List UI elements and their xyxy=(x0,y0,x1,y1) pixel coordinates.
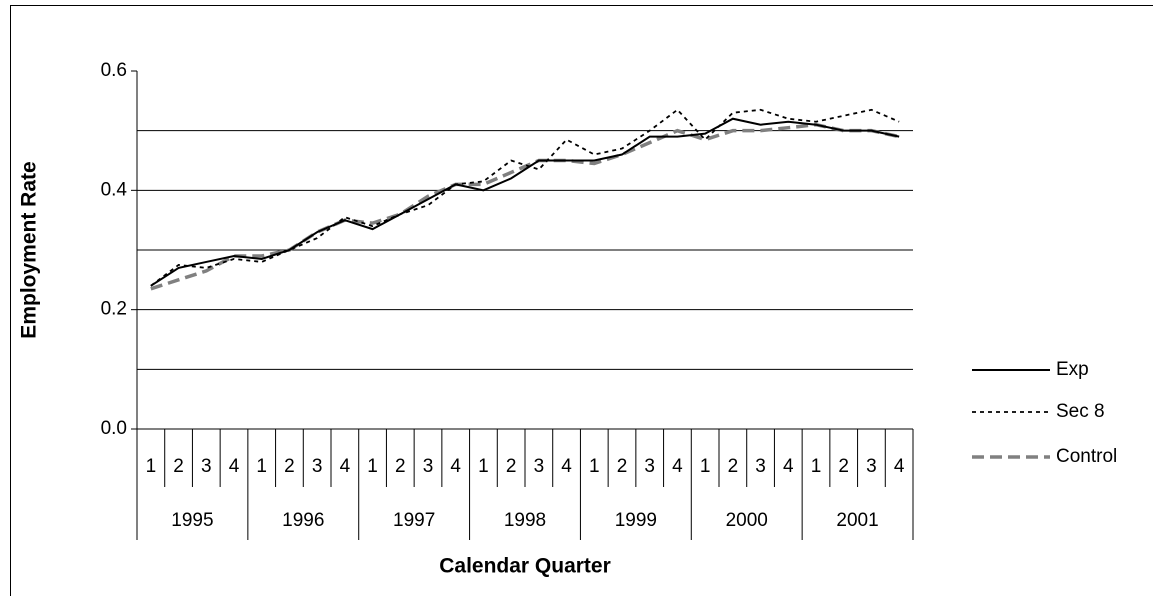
x-tick-label: 2 xyxy=(838,456,849,477)
x-tick-label: 2 xyxy=(395,456,406,477)
x-tick-label: 3 xyxy=(866,456,877,477)
y-tick-label: 0.4 xyxy=(101,179,128,200)
x-tick-label: 2 xyxy=(728,456,739,477)
x-tick-label: 3 xyxy=(312,456,323,477)
x-group-label: 1999 xyxy=(615,510,657,531)
legend-label: Sec 8 xyxy=(1056,401,1105,422)
x-axis-title: Calendar Quarter xyxy=(439,555,611,578)
x-tick-label: 1 xyxy=(256,456,267,477)
x-group-label: 2001 xyxy=(836,510,878,531)
x-tick-label: 3 xyxy=(423,456,434,477)
x-tick-label: 1 xyxy=(700,456,711,477)
line-series xyxy=(150,122,900,291)
x-tick-label: 1 xyxy=(811,456,822,477)
x-tick-label: 4 xyxy=(450,456,461,477)
x-tick-label: 2 xyxy=(506,456,517,477)
x-group-label: 1995 xyxy=(171,510,213,531)
x-group-label: 1996 xyxy=(282,510,324,531)
x-tick-label: 2 xyxy=(173,456,184,477)
y-tick-label: 0.2 xyxy=(101,299,127,320)
x-tick-label: 1 xyxy=(589,456,600,477)
x-tick-label: 4 xyxy=(672,456,683,477)
legend-label: Control xyxy=(1056,446,1117,467)
x-group-label: 1998 xyxy=(504,510,546,531)
legend-label: Exp xyxy=(1056,359,1089,380)
x-tick-label: 4 xyxy=(229,456,240,477)
x-group-label: 1997 xyxy=(393,510,435,531)
y-axis-title: Employment Rate xyxy=(18,161,41,338)
x-tick-label: 4 xyxy=(561,456,572,477)
line-series xyxy=(150,117,900,287)
y-tick-label: 0.0 xyxy=(101,418,127,439)
y-tick-label: 0.6 xyxy=(101,60,127,81)
x-tick-label: 2 xyxy=(617,456,628,477)
x-tick-label: 1 xyxy=(146,456,157,477)
x-tick-label: 2 xyxy=(284,456,295,477)
x-tick-label: 4 xyxy=(894,456,905,477)
x-tick-label: 1 xyxy=(478,456,489,477)
chart-border xyxy=(10,5,1153,596)
x-tick-label: 4 xyxy=(783,456,794,477)
x-tick-label: 3 xyxy=(534,456,545,477)
x-tick-label: 3 xyxy=(644,456,655,477)
x-tick-label: 3 xyxy=(201,456,212,477)
x-tick-label: 3 xyxy=(755,456,766,477)
x-tick-label: 4 xyxy=(340,456,351,477)
x-group-label: 2000 xyxy=(726,510,768,531)
x-tick-label: 1 xyxy=(367,456,378,477)
